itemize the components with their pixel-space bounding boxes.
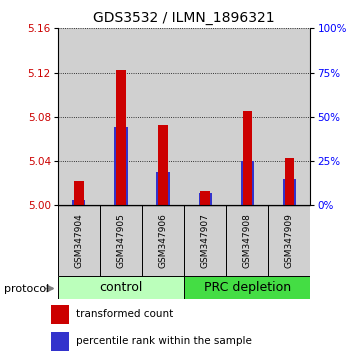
Text: GSM347905: GSM347905 [117, 213, 125, 268]
Bar [114, 127, 127, 205]
Bar [116, 70, 126, 205]
Bar [199, 193, 212, 205]
Bar [241, 161, 254, 205]
Bar [268, 205, 310, 276]
Bar [243, 111, 252, 205]
Bar [200, 191, 210, 205]
Bar [283, 179, 296, 205]
Bar [268, 28, 310, 205]
Bar [226, 28, 268, 205]
Bar [184, 276, 310, 299]
Text: GSM347906: GSM347906 [158, 213, 168, 268]
Bar [100, 205, 142, 276]
Bar [58, 205, 100, 276]
Text: GSM347909: GSM347909 [285, 213, 294, 268]
Bar [158, 125, 168, 205]
Bar [100, 28, 142, 205]
Bar [142, 205, 184, 276]
Text: PRC depletion: PRC depletion [204, 281, 291, 294]
Bar [142, 28, 184, 205]
Bar [184, 205, 226, 276]
Text: control: control [99, 281, 143, 294]
Bar [51, 304, 69, 324]
Bar [58, 276, 184, 299]
Text: transformed count: transformed count [76, 309, 173, 319]
Text: percentile rank within the sample: percentile rank within the sample [76, 336, 252, 346]
Text: GSM347904: GSM347904 [74, 213, 83, 268]
Bar [184, 28, 226, 205]
Bar [72, 200, 86, 205]
Bar [285, 158, 294, 205]
Bar [74, 181, 83, 205]
Text: GSM347907: GSM347907 [201, 213, 210, 268]
Text: GSM347908: GSM347908 [243, 213, 252, 268]
Text: protocol: protocol [4, 284, 49, 293]
Bar [58, 28, 100, 205]
Bar [156, 172, 170, 205]
Bar [226, 205, 268, 276]
Title: GDS3532 / ILMN_1896321: GDS3532 / ILMN_1896321 [93, 11, 275, 24]
Bar [51, 332, 69, 351]
